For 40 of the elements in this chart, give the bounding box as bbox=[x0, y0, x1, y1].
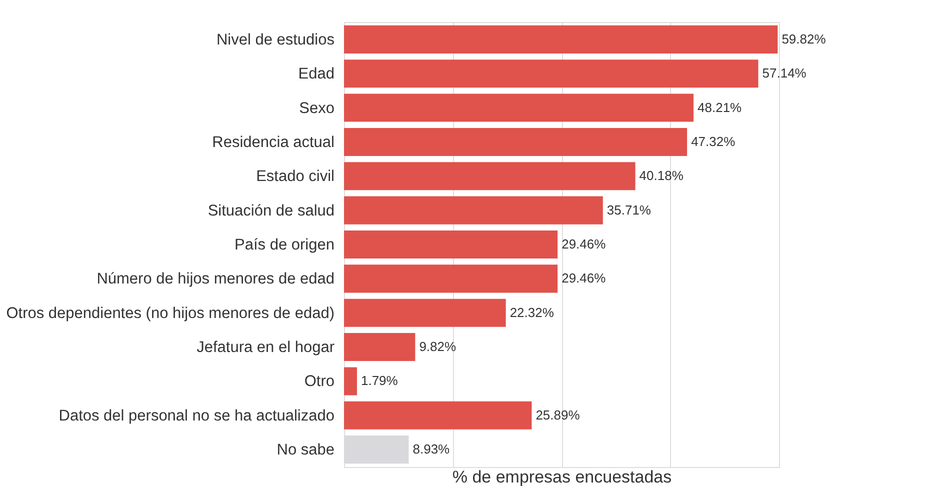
data-label: 57.14% bbox=[762, 66, 807, 81]
data-label: 29.46% bbox=[562, 270, 606, 286]
bar bbox=[344, 333, 416, 362]
y-tick-label: No sabe bbox=[276, 442, 334, 459]
y-tick-label: Otros dependientes (no hijos menores de edad) bbox=[6, 304, 334, 322]
y-tick-label: Residencia actual bbox=[212, 134, 334, 151]
bar bbox=[344, 436, 409, 464]
data-label: 1.79% bbox=[360, 373, 398, 388]
y-tick-label: Nivel de estudios bbox=[216, 31, 335, 48]
data-label: 8.93% bbox=[412, 442, 450, 457]
bar bbox=[344, 196, 603, 224]
y-tick-label: Estado civil bbox=[256, 168, 334, 186]
y-tick-label: País de origen bbox=[234, 236, 334, 254]
data-label: 59.82% bbox=[782, 31, 826, 46]
bar bbox=[344, 367, 357, 396]
data-label: 40.18% bbox=[639, 168, 684, 184]
bar bbox=[344, 264, 558, 293]
data-label: 9.82% bbox=[419, 339, 456, 354]
bar bbox=[344, 94, 694, 122]
y-tick-label: Sexo bbox=[299, 100, 334, 117]
bar bbox=[344, 60, 758, 88]
y-tick-label: Situación de salud bbox=[208, 202, 334, 220]
y-tick-label: Otro bbox=[304, 373, 334, 390]
data-label: 35.71% bbox=[606, 202, 652, 218]
data-label: 29.46% bbox=[562, 236, 606, 252]
data-label: 47.32% bbox=[691, 134, 736, 149]
bar bbox=[344, 230, 558, 259]
y-tick-label: Jefatura en el hogar bbox=[196, 339, 334, 356]
bar bbox=[344, 401, 532, 430]
y-tick-label: Datos del personal no se ha actualizado bbox=[58, 407, 334, 424]
bar bbox=[344, 298, 506, 327]
bar bbox=[344, 25, 778, 54]
data-label: 22.32% bbox=[510, 304, 554, 320]
y-tick-label: Número de hijos menores de edad bbox=[96, 270, 334, 288]
x-axis-title: % de empresas encuestadas bbox=[452, 468, 672, 486]
bar bbox=[344, 128, 688, 156]
data-label: 48.21% bbox=[698, 100, 742, 115]
data-label: 25.89% bbox=[536, 407, 580, 422]
bar bbox=[344, 162, 636, 190]
y-tick-label: Edad bbox=[298, 66, 334, 83]
